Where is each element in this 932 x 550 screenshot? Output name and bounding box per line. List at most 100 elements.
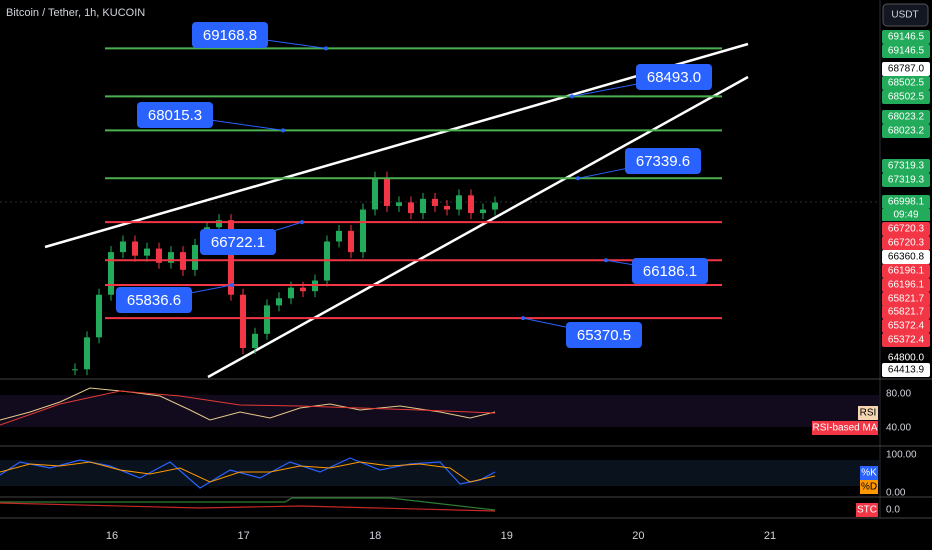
rsi-line bbox=[0, 387, 496, 421]
candle bbox=[300, 287, 306, 292]
price-tick-label: 66196.1 bbox=[888, 266, 925, 277]
stc-signal-line bbox=[0, 502, 496, 512]
price-tag bbox=[882, 173, 930, 187]
candle bbox=[228, 220, 234, 295]
countdown: 09:49 bbox=[893, 210, 918, 221]
indicator-tag bbox=[856, 503, 878, 517]
wedge-upper-line bbox=[44, 42, 749, 249]
callout-label: 65836.6 bbox=[127, 292, 181, 309]
stoch-band bbox=[0, 460, 880, 486]
indicator-tag bbox=[858, 406, 878, 420]
wedge-lower-line bbox=[207, 75, 749, 379]
price-tick-label: 65372.4 bbox=[888, 335, 925, 346]
candle bbox=[372, 177, 378, 210]
price-tick-label: 68023.2 bbox=[888, 112, 925, 123]
date-label: 16 bbox=[106, 530, 118, 542]
price-tick-label: 68023.2 bbox=[888, 126, 925, 137]
rsi-ma-line bbox=[0, 390, 496, 426]
price-tick-label: 66720.3 bbox=[888, 224, 925, 235]
price-tick-label: 68787.0 bbox=[888, 64, 925, 75]
price-tag bbox=[882, 236, 930, 250]
indicator-label: %D bbox=[861, 482, 877, 493]
indicator-tag bbox=[812, 421, 878, 435]
callout-box bbox=[632, 258, 708, 284]
currency-button[interactable] bbox=[882, 3, 929, 27]
candle bbox=[408, 202, 414, 214]
candle bbox=[348, 230, 354, 253]
callout-anchor bbox=[300, 220, 304, 225]
price-tick-label: 65821.7 bbox=[888, 307, 925, 318]
candle bbox=[132, 241, 138, 256]
price-tag bbox=[882, 250, 930, 264]
indicator-tag bbox=[860, 466, 878, 480]
indicator-tick-label: 0.00 bbox=[886, 488, 906, 499]
candle bbox=[264, 305, 270, 334]
candle bbox=[468, 195, 474, 214]
candle bbox=[492, 202, 498, 210]
candle bbox=[384, 177, 390, 206]
callout-label: 67339.6 bbox=[636, 153, 690, 170]
candle bbox=[360, 209, 366, 253]
price-tick-label: 67319.3 bbox=[888, 161, 925, 172]
price-tag bbox=[882, 264, 930, 278]
date-label: 20 bbox=[632, 530, 644, 542]
candle bbox=[84, 337, 90, 370]
price-tag bbox=[882, 44, 930, 58]
candle bbox=[480, 209, 486, 214]
callout-anchor bbox=[324, 46, 328, 51]
date-label: 17 bbox=[237, 530, 249, 542]
callout-anchor bbox=[281, 128, 285, 133]
price-tag bbox=[882, 62, 930, 76]
price-tag bbox=[882, 124, 930, 138]
candle bbox=[156, 248, 162, 263]
callout-box bbox=[636, 64, 712, 90]
callout-box bbox=[192, 22, 268, 48]
candle bbox=[456, 195, 462, 210]
callout-label: 68493.0 bbox=[647, 69, 701, 86]
chart-title: Bitcoin / Tether, 1h, KUCOIN bbox=[6, 7, 145, 19]
price-tag bbox=[882, 305, 930, 319]
indicator-label: RSI bbox=[860, 408, 877, 419]
price-tag bbox=[882, 195, 930, 209]
price-tick-label: 64413.9 bbox=[888, 365, 925, 376]
price-tag bbox=[882, 363, 930, 377]
indicator-label: STC bbox=[857, 505, 877, 516]
callout-box bbox=[116, 287, 192, 313]
date-label: 18 bbox=[369, 530, 381, 542]
indicator-tick-label: 80.00 bbox=[886, 389, 911, 400]
price-tag bbox=[882, 90, 930, 104]
callout-anchor bbox=[604, 258, 608, 263]
callout-box bbox=[625, 148, 701, 174]
indicator-tick-label: 0.0 bbox=[886, 505, 900, 516]
price-tick-label: 69146.5 bbox=[888, 46, 925, 57]
currency-label[interactable]: USDT bbox=[891, 10, 918, 21]
stoch-d-line bbox=[0, 461, 496, 483]
candle bbox=[420, 198, 426, 214]
callout-label: 69168.8 bbox=[203, 27, 257, 44]
callout-label: 65370.5 bbox=[577, 327, 631, 344]
callout-anchor bbox=[230, 283, 234, 288]
callout-anchor bbox=[570, 94, 574, 99]
indicator-tick-label: 40.00 bbox=[886, 423, 911, 434]
price-tick-label: 65372.4 bbox=[888, 321, 925, 332]
candle bbox=[336, 230, 342, 242]
price-tick-label: 64800.0 bbox=[888, 353, 925, 364]
callout-anchor bbox=[576, 176, 580, 181]
price-tag bbox=[882, 110, 930, 124]
candle bbox=[216, 220, 222, 228]
price-tick-label: 66360.8 bbox=[888, 252, 925, 263]
candle bbox=[72, 369, 78, 371]
price-tag bbox=[882, 278, 930, 292]
candle bbox=[168, 252, 174, 263]
candle bbox=[120, 241, 126, 253]
price-tag bbox=[882, 319, 930, 333]
indicator-label: RSI-based MA bbox=[812, 423, 877, 434]
callout-label: 68015.3 bbox=[148, 107, 202, 124]
price-tag bbox=[882, 333, 930, 347]
callout-box bbox=[137, 102, 213, 128]
price-tick-label: 68502.5 bbox=[888, 78, 925, 89]
callout-anchor bbox=[521, 316, 525, 321]
price-tag bbox=[882, 30, 930, 44]
callout-box bbox=[200, 229, 276, 255]
callout-label: 66722.1 bbox=[211, 234, 265, 251]
